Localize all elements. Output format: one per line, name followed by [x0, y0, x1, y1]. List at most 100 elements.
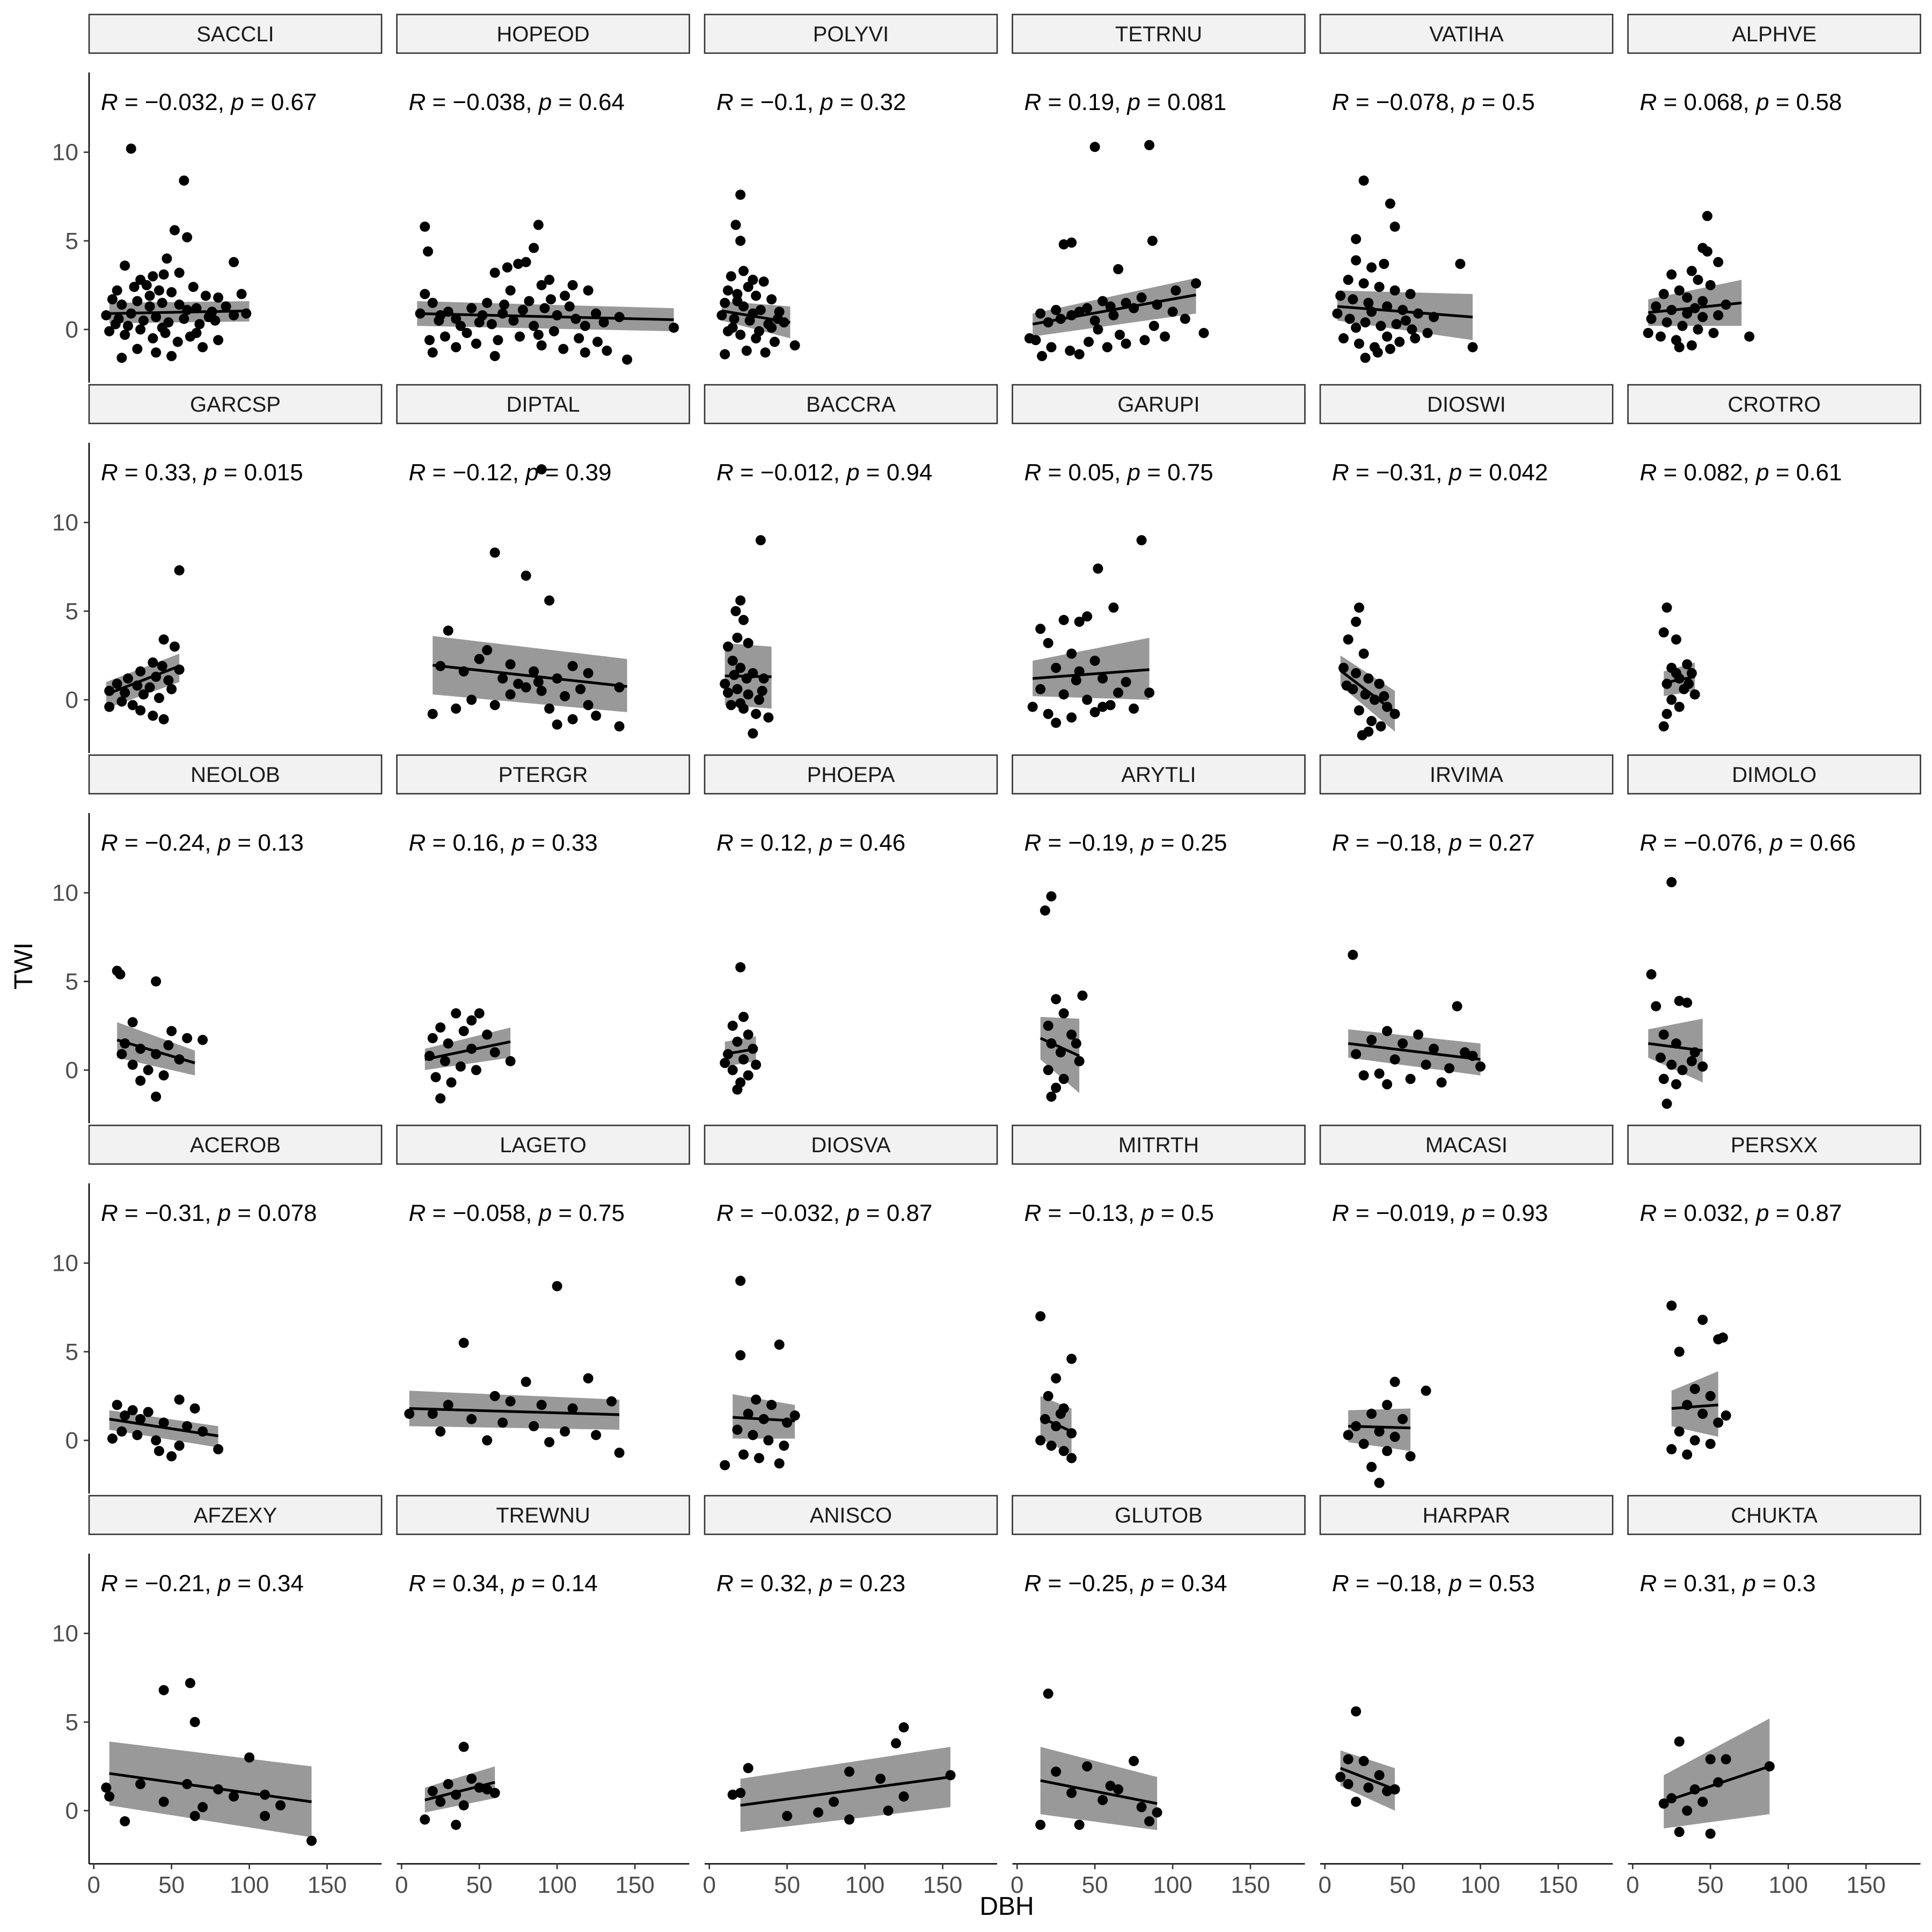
- data-point: [552, 310, 562, 320]
- data-point: [529, 320, 539, 331]
- data-point: [144, 301, 155, 312]
- data-point: [1358, 1755, 1369, 1766]
- data-point: [458, 1026, 469, 1036]
- facet-strip-label: PTERGR: [499, 763, 588, 787]
- correlation-annotation: R = 0.12, p = 0.46: [716, 830, 905, 856]
- data-point: [1040, 905, 1050, 916]
- x-tick-label: 150: [1846, 1872, 1885, 1898]
- data-point: [497, 1417, 508, 1428]
- data-point: [169, 225, 180, 236]
- data-point: [743, 1029, 753, 1040]
- facet-panel-irvima: IRVIMA R = −0.18, p = 0.27: [1319, 754, 1614, 1089]
- correlation-annotation: R = −0.12, p = 0.39: [409, 459, 612, 486]
- data-point: [127, 700, 138, 711]
- data-point: [1043, 638, 1053, 648]
- x-axis-title: DBH: [979, 1892, 1034, 1921]
- data-point: [1341, 680, 1352, 691]
- x-tick-label: 0: [395, 1872, 408, 1898]
- data-point: [1674, 342, 1685, 353]
- data-point: [720, 1460, 730, 1470]
- data-point: [1674, 285, 1685, 296]
- regression-line: [1663, 1765, 1770, 1803]
- facet-strip: [1319, 754, 1614, 795]
- data-point: [602, 346, 612, 356]
- data-point: [482, 645, 493, 655]
- data-point: [898, 1722, 909, 1733]
- data-point: [1686, 266, 1697, 276]
- data-point: [1170, 285, 1181, 296]
- data-point: [875, 1773, 886, 1784]
- data-point: [162, 253, 172, 264]
- confidence-band: [1340, 1750, 1395, 1811]
- data-point: [1180, 313, 1190, 324]
- data-point: [189, 1717, 200, 1728]
- data-point: [427, 1408, 438, 1419]
- data-point: [1405, 1073, 1416, 1084]
- data-point: [163, 675, 174, 686]
- data-point: [116, 696, 127, 707]
- data-point: [1351, 233, 1362, 244]
- data-point: [1058, 1073, 1069, 1084]
- data-point: [1105, 1781, 1116, 1791]
- data-point: [1051, 718, 1062, 728]
- data-point: [1686, 1056, 1697, 1066]
- data-point: [1666, 269, 1677, 280]
- data-point: [1382, 1079, 1393, 1089]
- data-point: [741, 346, 752, 356]
- data-point: [455, 1061, 466, 1072]
- data-point: [751, 1059, 762, 1070]
- data-point: [1689, 1384, 1700, 1394]
- facet-strip: [396, 1495, 690, 1535]
- facet-panel-chukta: CHUKTA R = 0.31, p = 0.3 0 50 100 150: [1626, 1495, 1921, 1898]
- data-point: [558, 343, 569, 354]
- data-point: [1351, 1706, 1362, 1717]
- data-point: [101, 1782, 112, 1793]
- data-point: [132, 296, 143, 306]
- data-point: [521, 682, 531, 693]
- data-point: [1353, 705, 1364, 716]
- data-point: [158, 269, 169, 280]
- data-point: [1084, 336, 1094, 347]
- data-point: [722, 285, 733, 296]
- data-point: [191, 328, 202, 339]
- data-point: [1198, 328, 1209, 339]
- data-point: [533, 330, 544, 340]
- data-point: [174, 565, 185, 576]
- data-point: [1674, 1736, 1685, 1747]
- data-point: [1421, 1385, 1431, 1396]
- data-point: [153, 693, 164, 704]
- facet-panel-garcsp: GARCSP R = 0.33, p = 0.015 0 5 10: [52, 384, 383, 753]
- data-point: [1705, 280, 1716, 290]
- facet-panel-garupi: GARUPI R = 0.05, p = 0.75: [1012, 384, 1306, 728]
- data-point: [135, 324, 146, 335]
- data-point: [844, 1766, 855, 1777]
- data-point: [229, 1791, 239, 1802]
- data-point: [1413, 1029, 1424, 1040]
- data-point: [1058, 689, 1069, 700]
- data-point: [1051, 1766, 1062, 1777]
- data-point: [567, 280, 578, 290]
- data-point: [1191, 278, 1202, 289]
- data-point: [1043, 1391, 1053, 1401]
- data-point: [1065, 346, 1075, 356]
- data-point: [1658, 289, 1669, 299]
- data-point: [1366, 1461, 1377, 1472]
- data-point: [1674, 1426, 1685, 1437]
- data-point: [1097, 673, 1108, 684]
- data-point: [200, 290, 211, 301]
- data-point: [1697, 1796, 1708, 1807]
- regression-line: [432, 664, 627, 688]
- data-point: [751, 708, 762, 719]
- facet-strip: [88, 1124, 383, 1165]
- data-point: [1374, 678, 1385, 689]
- data-point: [1374, 1477, 1385, 1488]
- data-point: [482, 1029, 493, 1040]
- data-point: [533, 219, 544, 230]
- facet-strip-label: PHOEPA: [807, 763, 895, 787]
- data-point: [1338, 333, 1349, 343]
- data-point: [583, 668, 594, 678]
- x-tick-label: 100: [230, 1872, 269, 1898]
- data-point: [758, 673, 769, 684]
- data-point: [1705, 1828, 1716, 1839]
- regression-line: [425, 1781, 495, 1802]
